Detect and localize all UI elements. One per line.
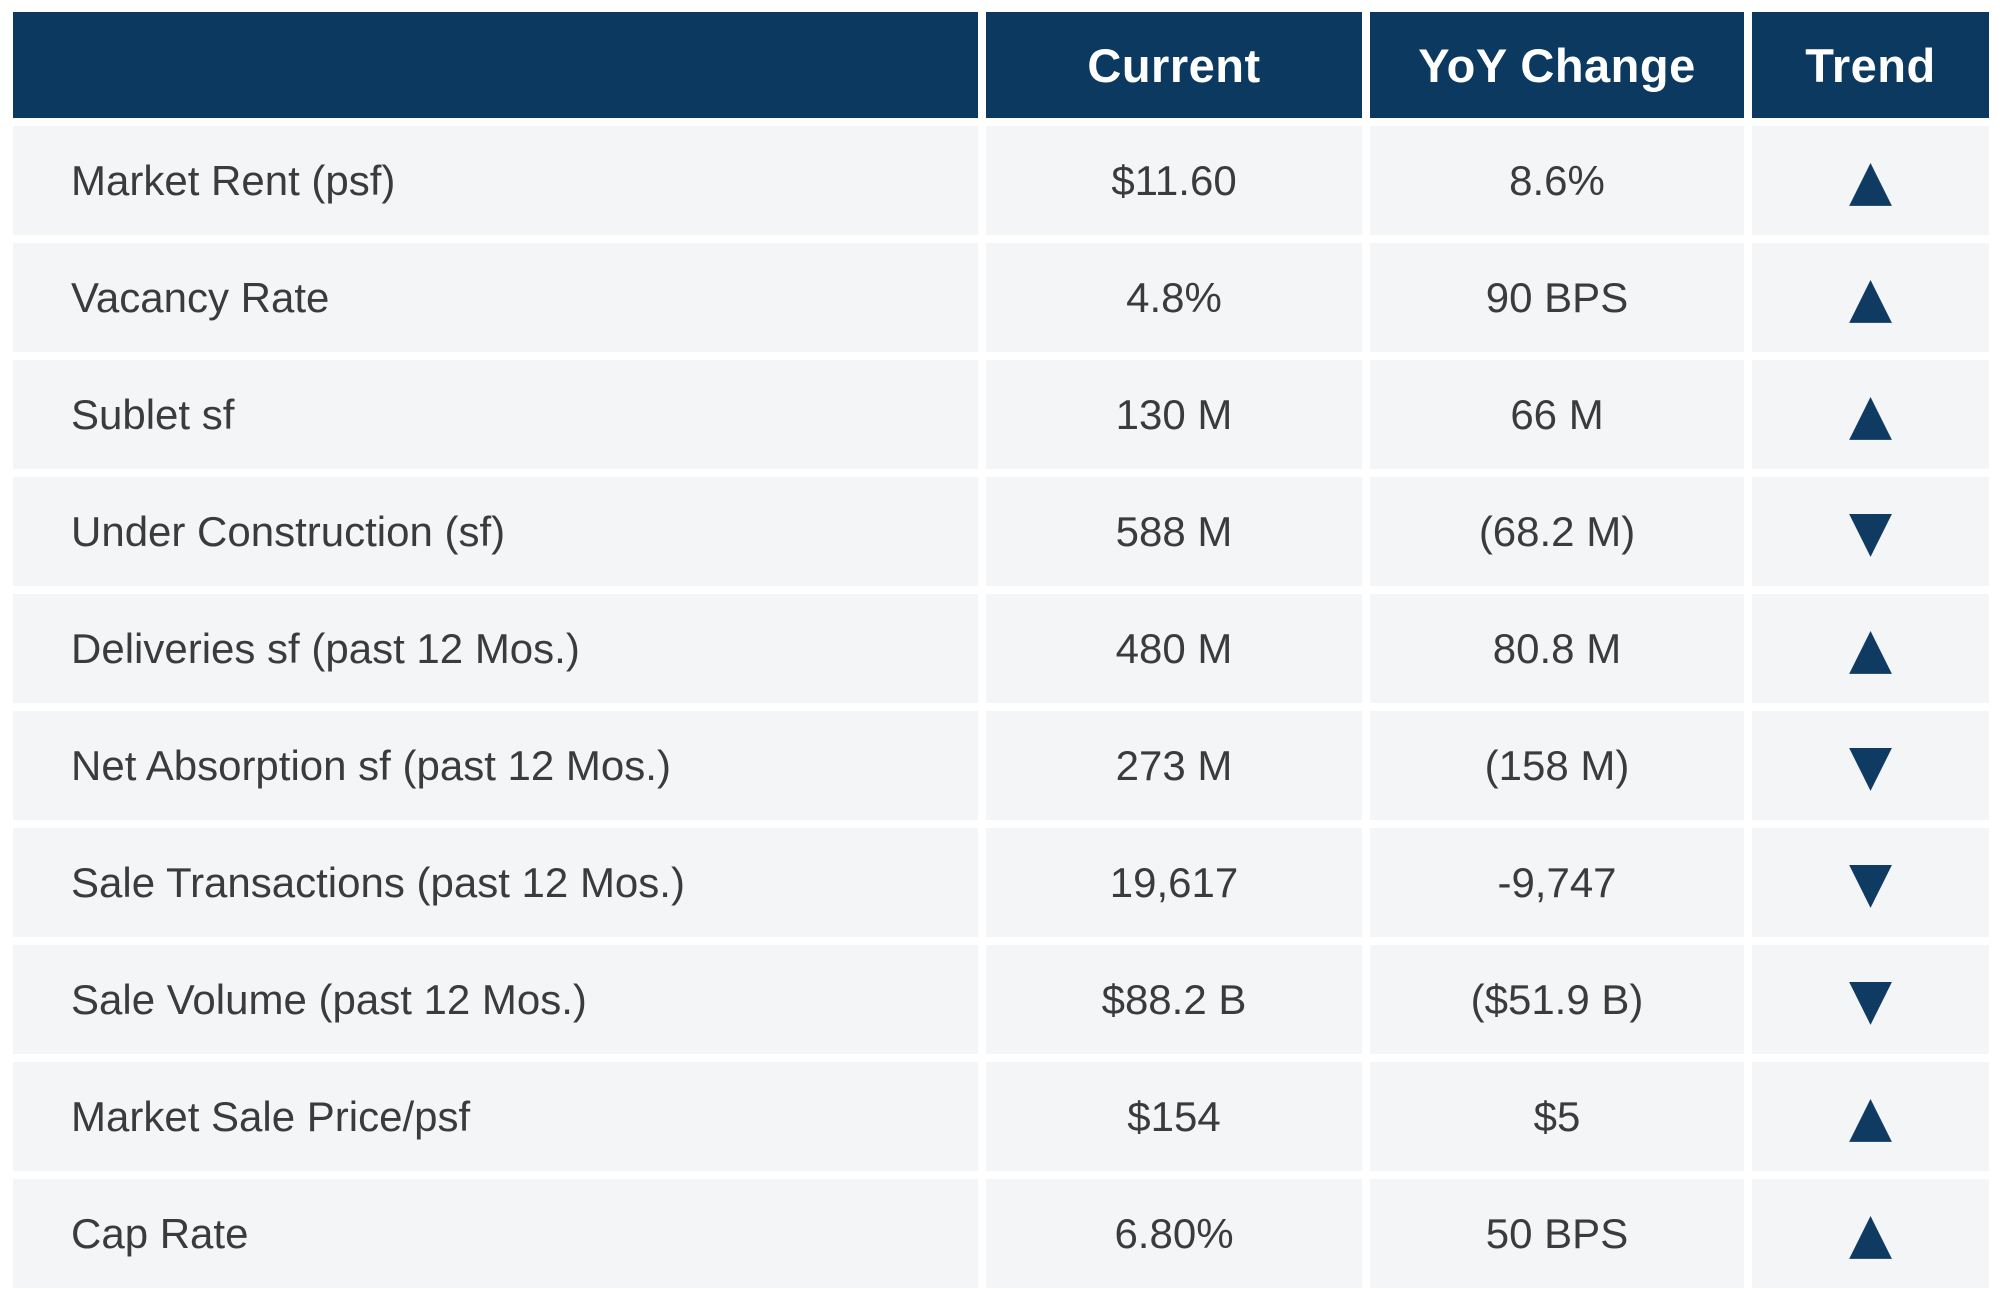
metric-label: Deliveries sf (past 12 Mos.) (13, 594, 978, 703)
trend-cell: ▲ (1752, 126, 1989, 235)
yoy-value: -9,747 (1370, 828, 1744, 937)
metric-label: Sale Volume (past 12 Mos.) (13, 945, 978, 1054)
metric-label: Vacancy Rate (13, 243, 978, 352)
yoy-value: 90 BPS (1370, 243, 1744, 352)
metric-label: Market Rent (psf) (13, 126, 978, 235)
current-value: 588 M (986, 477, 1362, 586)
trend-cell: ▲ (1752, 1062, 1989, 1171)
trend-up-icon: ▲ (1848, 1200, 1893, 1266)
metric-label: Net Absorption sf (past 12 Mos.) (13, 711, 978, 820)
current-value: 480 M (986, 594, 1362, 703)
yoy-value: 80.8 M (1370, 594, 1744, 703)
current-value: $154 (986, 1062, 1362, 1171)
trend-cell: ▼ (1752, 945, 1989, 1054)
trend-up-icon: ▲ (1848, 264, 1893, 330)
trend-cell: ▲ (1752, 243, 1989, 352)
trend-cell: ▲ (1752, 1179, 1989, 1288)
trend-up-icon: ▲ (1848, 1083, 1893, 1149)
yoy-value: 66 M (1370, 360, 1744, 469)
col-header-blank (13, 12, 978, 118)
trend-cell: ▼ (1752, 477, 1989, 586)
yoy-value: 8.6% (1370, 126, 1744, 235)
trend-down-icon: ▼ (1848, 966, 1893, 1032)
yoy-value: (68.2 M) (1370, 477, 1744, 586)
trend-up-icon: ▲ (1848, 381, 1893, 447)
trend-cell: ▼ (1752, 828, 1989, 937)
trend-cell: ▲ (1752, 360, 1989, 469)
yoy-value: (158 M) (1370, 711, 1744, 820)
current-value: $88.2 B (986, 945, 1362, 1054)
yoy-value: $5 (1370, 1062, 1744, 1171)
current-value: 6.80% (986, 1179, 1362, 1288)
current-value: 273 M (986, 711, 1362, 820)
current-value: $11.60 (986, 126, 1362, 235)
yoy-value: ($51.9 B) (1370, 945, 1744, 1054)
metric-label: Sale Transactions (past 12 Mos.) (13, 828, 978, 937)
trend-down-icon: ▼ (1848, 849, 1893, 915)
trend-cell: ▲ (1752, 594, 1989, 703)
trend-up-icon: ▲ (1848, 147, 1893, 213)
trend-up-icon: ▲ (1848, 615, 1893, 681)
trend-cell: ▼ (1752, 711, 1989, 820)
yoy-value: 50 BPS (1370, 1179, 1744, 1288)
trend-down-icon: ▼ (1848, 498, 1893, 564)
metric-label: Cap Rate (13, 1179, 978, 1288)
current-value: 4.8% (986, 243, 1362, 352)
metric-label: Market Sale Price/psf (13, 1062, 978, 1171)
metric-label: Sublet sf (13, 360, 978, 469)
col-header-yoy-change: YoY Change (1370, 12, 1744, 118)
col-header-trend: Trend (1752, 12, 1989, 118)
current-value: 19,617 (986, 828, 1362, 937)
current-value: 130 M (986, 360, 1362, 469)
trend-down-icon: ▼ (1848, 732, 1893, 798)
metric-label: Under Construction (sf) (13, 477, 978, 586)
col-header-current: Current (986, 12, 1362, 118)
